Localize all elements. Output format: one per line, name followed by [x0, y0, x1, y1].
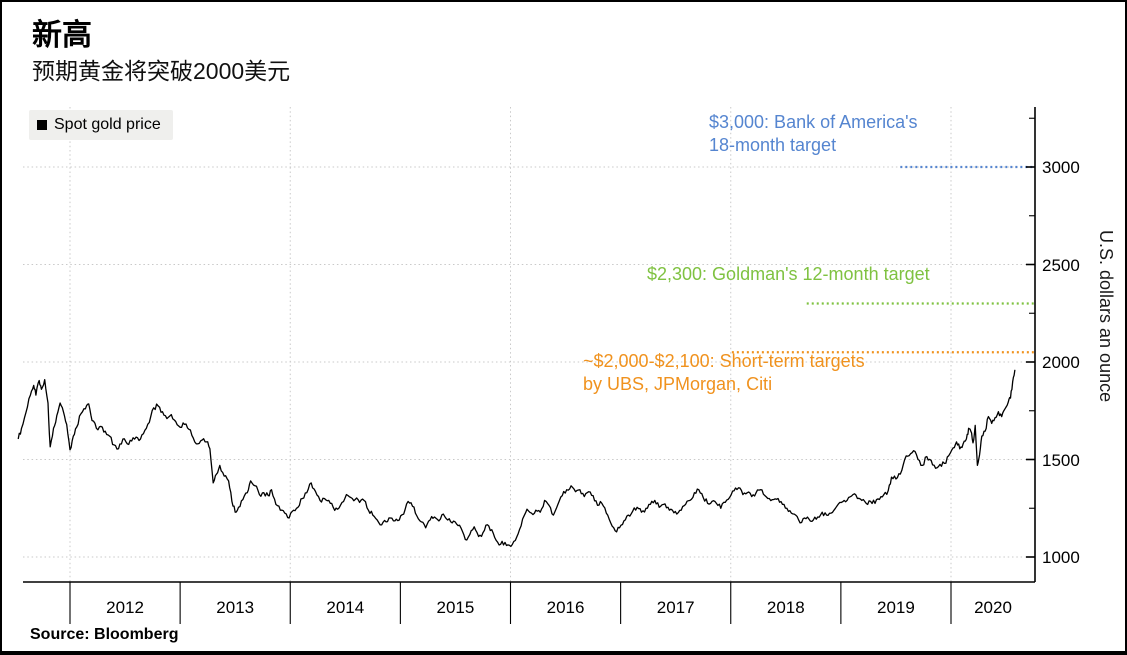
y-axis-title: U.S. dollars an ounce	[1096, 230, 1116, 403]
annotation-shortterm-targets: ~$2,000-$2,100: Short-term targets by UB…	[583, 350, 865, 396]
x-year-label: 2013	[216, 598, 255, 617]
annotation-goldman-line1: $2,300: Goldman's 12-month target	[647, 264, 930, 284]
y-tick-label: 2500	[1042, 255, 1080, 275]
source-note: Source: Bloomberg	[30, 626, 179, 643]
legend: Spot gold price	[29, 110, 173, 140]
annotation-bofa-line1: $3,000: Bank of America's	[709, 112, 918, 132]
annotation-bofa-line2: 18-month target	[709, 135, 837, 155]
x-year-label: 2012	[106, 598, 144, 617]
x-year-label: 2020	[974, 598, 1012, 617]
y-tick-label: 2000	[1042, 353, 1080, 372]
y-tick-label: 1500	[1042, 450, 1080, 470]
y-tick-label: 3000	[1042, 158, 1080, 177]
page-title: 新高	[32, 19, 92, 52]
x-year-label: 2015	[436, 598, 475, 617]
annotation-bofa-target: $3,000: Bank of America's 18-month targe…	[709, 111, 918, 157]
page-subtitle: 预期黄金将突破2000美元	[32, 58, 291, 84]
annotation-short-line1: ~$2,000-$2,100: Short-term targets	[583, 351, 865, 371]
x-year-label: 2016	[546, 598, 585, 617]
annotation-goldman-target: $2,300: Goldman's 12-month target	[647, 263, 930, 286]
spot-gold-price-line	[17, 369, 1016, 548]
x-year-label: 2014	[326, 598, 365, 617]
y-tick-label: 1000	[1042, 548, 1080, 567]
annotation-short-line2: by UBS, JPMorgan, Citi	[583, 374, 773, 394]
legend-swatch-icon	[37, 120, 47, 130]
x-year-label: 2018	[766, 598, 805, 617]
x-year-label: 2019	[877, 598, 915, 617]
legend-label: Spot gold price	[54, 116, 161, 133]
x-year-label: 2017	[656, 598, 695, 617]
